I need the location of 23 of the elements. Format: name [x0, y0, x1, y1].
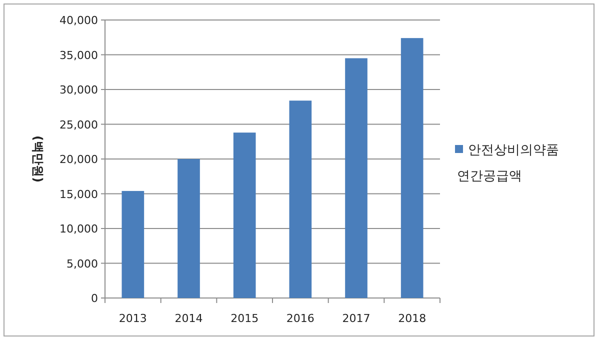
x-tick-label: 2017 [342, 312, 370, 325]
x-tick-label: 2018 [398, 312, 426, 325]
y-axis-title: (백만원) [31, 136, 45, 182]
bar [178, 159, 200, 298]
bar [233, 132, 256, 298]
bar [289, 100, 312, 298]
bar [122, 190, 144, 298]
x-tick-label: 2016 [286, 312, 314, 325]
y-tick-label: 20,000 [60, 153, 98, 166]
y-tick-label: 25,000 [60, 118, 98, 132]
y-tick-label: 30,000 [60, 84, 98, 96]
y-tick-label: 10,000 [60, 222, 98, 236]
x-tick-label: 2015 [230, 312, 259, 325]
bar [345, 58, 368, 298]
x-tick-label: 2013 [118, 312, 147, 325]
y-tick-label: 0 [91, 292, 98, 305]
y-tick-label: 5,000 [66, 257, 98, 270]
y-tick-label: 35,000 [60, 48, 98, 62]
y-tick-label: 15,000 [60, 188, 98, 201]
x-tick-label: 2014 [174, 312, 203, 325]
bar [400, 38, 424, 298]
legend-label: 안전상비의약품 연간공급액 [457, 143, 559, 184]
y-tick-label: 40,000 [60, 14, 98, 27]
